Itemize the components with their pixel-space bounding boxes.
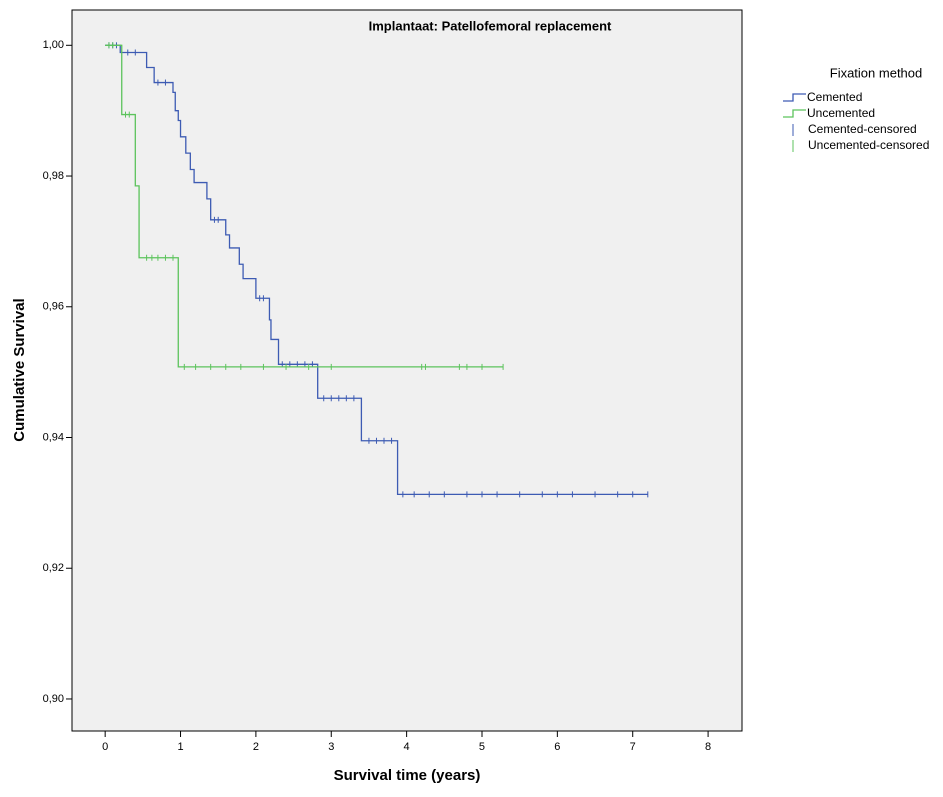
- x-tick-label: 2: [253, 741, 259, 753]
- y-tick-label: 0,98: [43, 170, 64, 182]
- y-tick-label: 0,94: [43, 431, 64, 443]
- x-tick-label: 3: [328, 741, 334, 753]
- legend-line-icon: [783, 109, 806, 118]
- survival-line: [105, 44, 648, 496]
- y-tick-label: 0,90: [43, 693, 64, 705]
- legend-title: Fixation method: [830, 65, 923, 80]
- x-tick-label: 1: [177, 741, 183, 753]
- chart-title: Implantaat: Patellofemoral replacement: [369, 18, 612, 33]
- x-tick-label: 6: [554, 741, 560, 753]
- legend-label: Cemented: [807, 90, 862, 104]
- x-tick-label: 4: [404, 741, 410, 753]
- legend-label: Uncemented-censored: [808, 138, 929, 152]
- x-tick-label: 8: [705, 741, 711, 753]
- legend-label: Uncemented: [807, 106, 875, 120]
- x-axis-title: Survival time (years): [334, 767, 481, 784]
- x-tick-label: 0: [102, 741, 108, 753]
- legend-label: Cemented-censored: [808, 122, 917, 136]
- x-tick-label: 7: [630, 741, 636, 753]
- y-tick-label: 0,92: [43, 562, 64, 574]
- y-tick-label: 0,96: [43, 301, 64, 313]
- y-axis-title: Cumulative Survival: [11, 298, 28, 441]
- plot-area: [71, 9, 743, 732]
- survival-line: [105, 44, 504, 368]
- y-tick-label: 1,00: [43, 39, 64, 51]
- x-tick-label: 5: [479, 741, 485, 753]
- legend-line-icon: [783, 93, 806, 102]
